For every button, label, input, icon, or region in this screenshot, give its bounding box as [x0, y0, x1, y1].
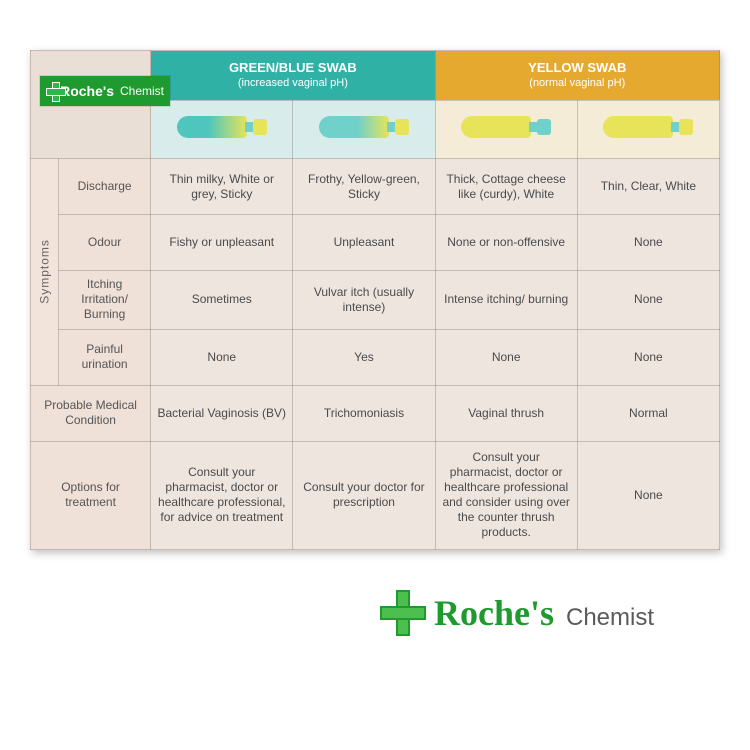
- symptoms-sidebar: Symptoms: [31, 158, 59, 385]
- cell: Intense itching/ burning: [435, 271, 577, 329]
- cell: Normal: [577, 385, 719, 441]
- cell: None: [577, 271, 719, 329]
- cell: Thin, Clear, White: [577, 158, 719, 214]
- label-itching: Itching Irritation/ Burning: [59, 271, 151, 329]
- brand-name-1: Roche's: [60, 83, 114, 99]
- brand-name-1: Roche's: [434, 592, 554, 634]
- label-treatment: Options for treatment: [31, 441, 151, 549]
- cell: Unpleasant: [293, 215, 435, 271]
- cell: Consult your doctor for prescription: [293, 441, 435, 549]
- cell: Thick, Cottage cheese like (curdy), Whit…: [435, 158, 577, 214]
- cell: Yes: [293, 329, 435, 385]
- header-green: GREEN/BLUE SWAB (increased vaginal pH): [151, 51, 435, 101]
- diagnostic-table: GREEN/BLUE SWAB (increased vaginal pH) Y…: [30, 50, 720, 550]
- label-odour: Odour: [59, 215, 151, 271]
- row-condition: Probable Medical Condition Bacterial Vag…: [31, 385, 720, 441]
- cell: None or non-offensive: [435, 215, 577, 271]
- row-discharge: Symptoms Discharge Thin milky, White or …: [31, 158, 720, 214]
- row-itching: Itching Irritation/ Burning Sometimes Vu…: [31, 271, 720, 329]
- brand-logo-small: Roche's Chemist: [40, 76, 170, 106]
- swab-cell-1: [151, 100, 293, 158]
- header-yellow-title: YELLOW SWAB: [528, 60, 626, 75]
- cell: Fishy or unpleasant: [151, 215, 293, 271]
- label-discharge: Discharge: [59, 158, 151, 214]
- label-condition: Probable Medical Condition: [31, 385, 151, 441]
- cell: Vulvar itch (usually intense): [293, 271, 435, 329]
- cross-icon: [380, 590, 426, 636]
- row-odour: Odour Fishy or unpleasant Unpleasant Non…: [31, 215, 720, 271]
- cell: None: [577, 215, 719, 271]
- cell: Consult your pharmacist, doctor or healt…: [151, 441, 293, 549]
- swab-cell-2: [293, 100, 435, 158]
- header-green-sub: (increased vaginal pH): [157, 77, 428, 91]
- cell: None: [151, 329, 293, 385]
- swab-icon: [603, 114, 693, 140]
- brand-logo-large: Roche's Chemist: [380, 590, 654, 636]
- swab-cell-4: [577, 100, 719, 158]
- brand-name-2: Chemist: [120, 84, 164, 98]
- cell: Sometimes: [151, 271, 293, 329]
- header-green-title: GREEN/BLUE SWAB: [229, 60, 357, 75]
- swab-icon: [319, 114, 409, 140]
- swab-icon: [461, 114, 551, 140]
- row-urination: Painful urination None Yes None None: [31, 329, 720, 385]
- cell: Frothy, Yellow-green, Sticky: [293, 158, 435, 214]
- cell: Consult your pharmacist, doctor or healt…: [435, 441, 577, 549]
- cell: Trichomoniasis: [293, 385, 435, 441]
- cell: None: [577, 329, 719, 385]
- cell: Thin milky, White or grey, Sticky: [151, 158, 293, 214]
- cell: Bacterial Vaginosis (BV): [151, 385, 293, 441]
- swab-icon: [177, 114, 267, 140]
- cell: None: [577, 441, 719, 549]
- swab-cell-3: [435, 100, 577, 158]
- header-yellow-sub: (normal vaginal pH): [442, 77, 713, 91]
- cell: Vaginal thrush: [435, 385, 577, 441]
- diagnostic-table-card: GREEN/BLUE SWAB (increased vaginal pH) Y…: [30, 50, 720, 550]
- header-yellow: YELLOW SWAB (normal vaginal pH): [435, 51, 719, 101]
- row-treatment: Options for treatment Consult your pharm…: [31, 441, 720, 549]
- cross-icon: [46, 82, 56, 100]
- label-urination: Painful urination: [59, 329, 151, 385]
- cell: None: [435, 329, 577, 385]
- brand-name-2: Chemist: [566, 604, 654, 636]
